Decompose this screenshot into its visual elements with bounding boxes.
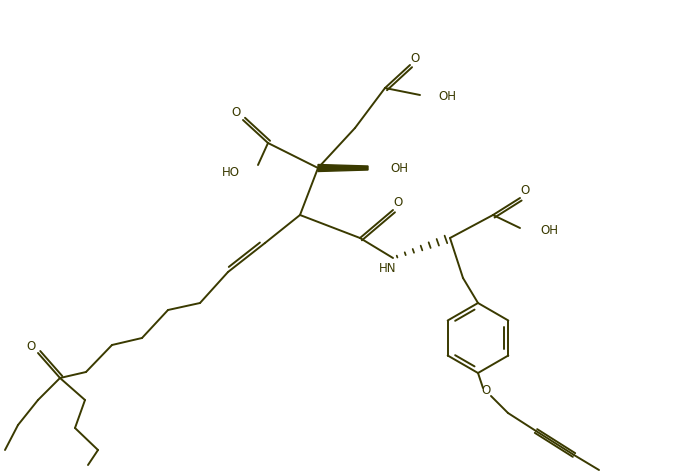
Text: OH: OH	[540, 225, 558, 237]
Text: OH: OH	[438, 90, 456, 104]
Text: OH: OH	[390, 162, 408, 174]
Text: HO: HO	[222, 167, 240, 179]
Text: O: O	[482, 384, 491, 398]
Text: O: O	[27, 341, 36, 354]
Text: O: O	[231, 106, 241, 120]
Polygon shape	[318, 164, 368, 171]
Text: O: O	[521, 184, 530, 196]
Text: O: O	[410, 51, 419, 65]
Text: O: O	[394, 195, 403, 209]
Text: HN: HN	[379, 261, 396, 275]
